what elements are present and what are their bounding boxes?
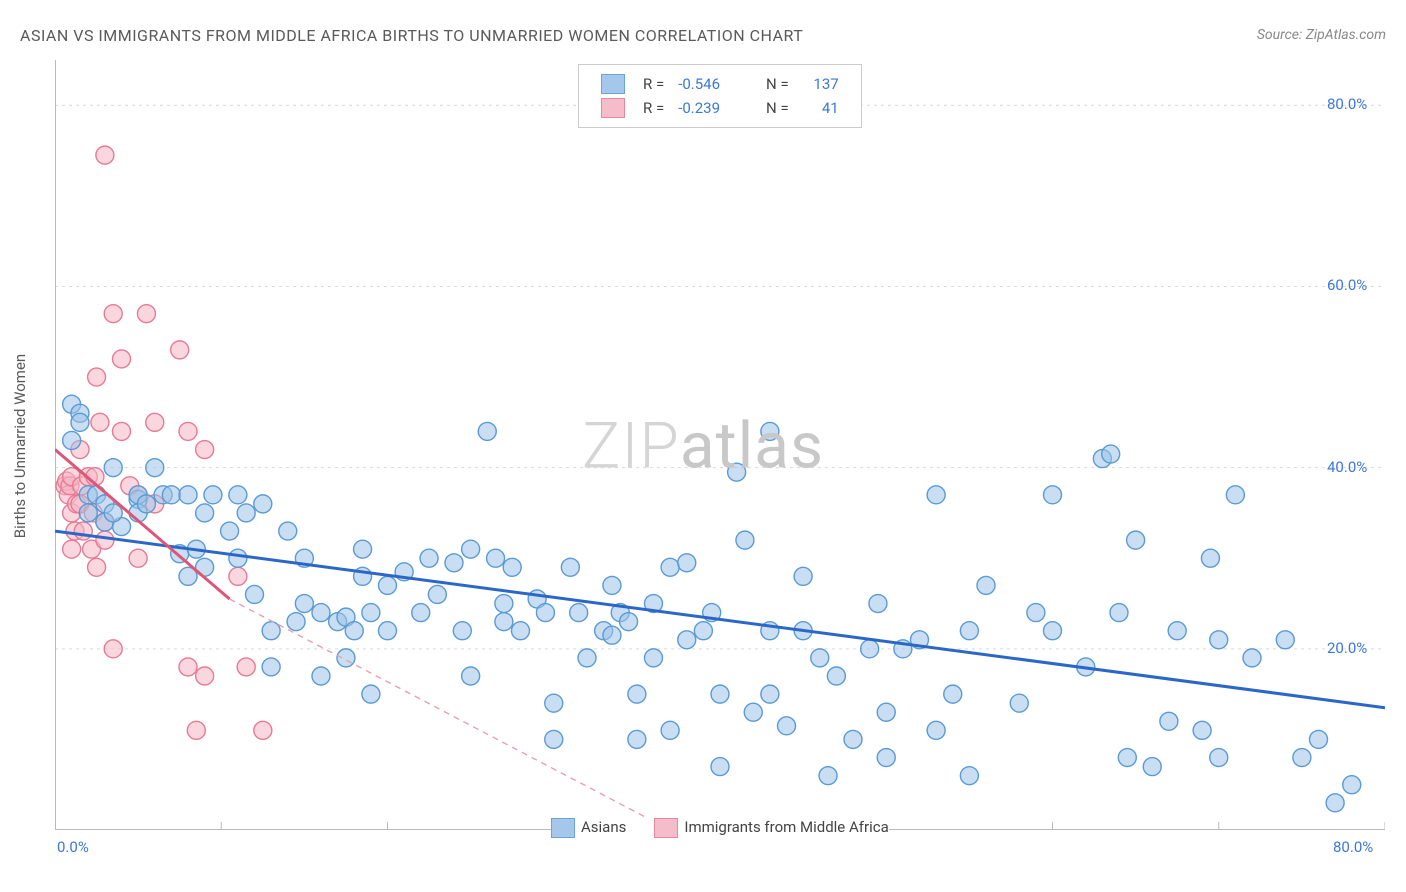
x-tick-label: 80.0% (1333, 838, 1373, 856)
r-value: -0.546 (672, 73, 726, 95)
series-legend: Asians Immigrants from Middle Africa (551, 818, 889, 838)
r-value: -0.239 (672, 97, 726, 119)
x-tick-label: 0.0% (57, 838, 89, 856)
legend-swatch (654, 818, 678, 838)
y-axis-label: Births to Unmarried Women (11, 354, 29, 538)
legend-series-label: Asians (581, 818, 626, 836)
correlation-legend: R =-0.546 N =137 R =-0.239 N =41 (578, 64, 862, 128)
y-tick-label: 40.0% (1327, 458, 1367, 476)
scatter-plot (55, 60, 1385, 830)
y-tick-label: 20.0% (1327, 639, 1367, 657)
n-value: 137 (797, 73, 845, 95)
n-value: 41 (797, 97, 845, 119)
y-tick-label: 80.0% (1327, 95, 1367, 113)
chart-title: ASIAN VS IMMIGRANTS FROM MIDDLE AFRICA B… (20, 26, 803, 45)
y-tick-label: 60.0% (1327, 276, 1367, 294)
n-label: N = (760, 97, 795, 119)
n-label: N = (760, 73, 795, 95)
legend-swatch (595, 97, 635, 119)
legend-swatch (595, 73, 635, 95)
source-label: Source: ZipAtlas.com (1257, 27, 1386, 43)
legend-series-label: Immigrants from Middle Africa (684, 818, 888, 836)
r-label: R = (637, 97, 670, 119)
r-label: R = (637, 73, 670, 95)
legend-swatch (551, 818, 575, 838)
